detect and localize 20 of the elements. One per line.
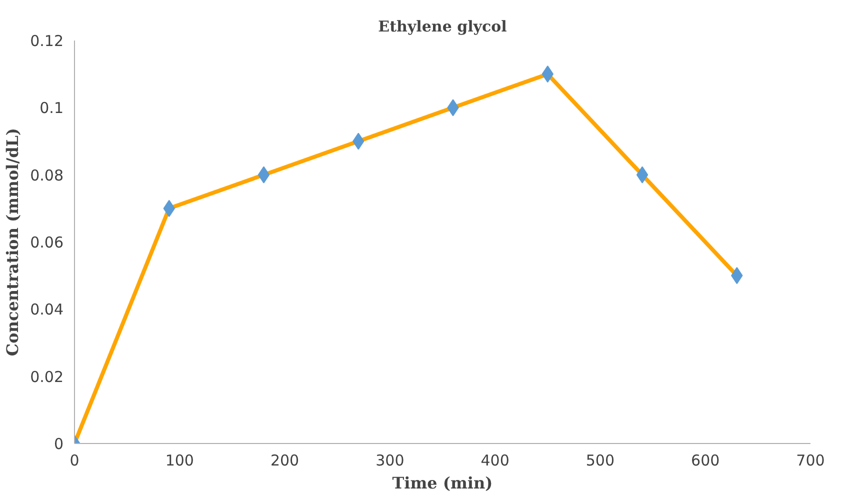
x-tick-label: 100: [165, 452, 194, 470]
y-tick-label: 0: [54, 435, 64, 453]
x-tick-label: 500: [586, 452, 615, 470]
x-tick-label: 600: [691, 452, 720, 470]
x-tick-label: 0: [70, 452, 80, 470]
y-tick-label: 0.06: [30, 234, 64, 252]
x-tick-label: 700: [796, 452, 825, 470]
x-axis-title: Time (min): [392, 474, 493, 492]
y-axis-title: Concentration (mmol/dL): [3, 128, 22, 356]
y-tick-label: 0.12: [30, 32, 64, 50]
y-tick-label: 0.08: [30, 166, 64, 184]
point: [636, 166, 648, 184]
x-tick-label: 200: [270, 452, 300, 470]
point: [258, 166, 270, 184]
y-tick-label: 0.04: [30, 300, 64, 319]
y-tick-label: 0.1: [40, 99, 64, 118]
x-tick-label: 400: [480, 452, 510, 470]
y-tick-label: 0.02: [30, 368, 64, 386]
chart-title: Ethylene glycol: [378, 18, 508, 36]
x-tick-label: 300: [376, 452, 404, 470]
